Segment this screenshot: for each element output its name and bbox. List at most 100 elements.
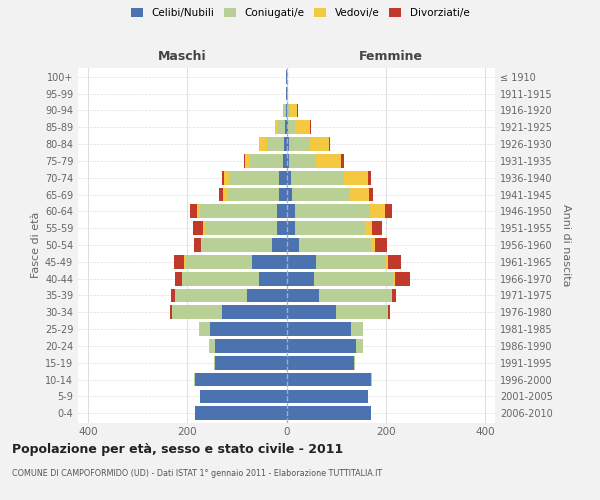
Bar	[219, 188, 223, 202]
Bar	[395, 272, 410, 285]
Bar	[316, 255, 386, 268]
Bar	[386, 255, 388, 268]
Bar	[287, 322, 351, 336]
Bar	[319, 288, 391, 302]
Bar	[200, 204, 277, 218]
Y-axis label: Fasce di età: Fasce di età	[31, 212, 41, 278]
Bar	[289, 154, 316, 168]
Bar	[252, 255, 287, 268]
Bar	[392, 288, 396, 302]
Bar	[224, 171, 229, 184]
Bar	[209, 322, 287, 336]
Bar	[329, 137, 330, 151]
Bar	[309, 137, 329, 151]
Bar	[245, 154, 250, 168]
Bar	[275, 120, 278, 134]
Bar	[194, 406, 287, 420]
Bar	[287, 104, 290, 118]
Bar	[247, 288, 287, 302]
Bar	[222, 171, 224, 184]
Bar	[391, 288, 392, 302]
Bar	[295, 120, 310, 134]
Bar	[194, 372, 287, 386]
Bar	[388, 255, 401, 268]
Bar	[287, 222, 295, 235]
Bar	[286, 104, 287, 118]
Bar	[295, 204, 370, 218]
Bar	[272, 238, 287, 252]
Bar	[287, 120, 288, 134]
Bar	[287, 154, 289, 168]
Bar	[287, 406, 371, 420]
Bar	[288, 120, 295, 134]
Bar	[175, 288, 247, 302]
Bar	[287, 339, 356, 353]
Bar	[174, 255, 184, 268]
Bar	[222, 306, 287, 319]
Bar	[244, 154, 245, 168]
Bar	[197, 204, 200, 218]
Bar	[200, 390, 287, 404]
Text: Femmine: Femmine	[359, 50, 423, 64]
Bar	[283, 154, 287, 168]
Text: Maschi: Maschi	[158, 50, 206, 64]
Bar	[175, 272, 182, 285]
Bar	[259, 137, 266, 151]
Bar	[279, 188, 287, 202]
Bar	[250, 154, 283, 168]
Bar	[287, 204, 295, 218]
Bar	[182, 272, 259, 285]
Bar	[350, 188, 370, 202]
Bar	[388, 306, 390, 319]
Bar	[295, 222, 365, 235]
Bar	[202, 238, 272, 252]
Bar	[283, 104, 286, 118]
Bar	[393, 272, 395, 285]
Bar	[278, 120, 285, 134]
Bar	[368, 171, 371, 184]
Bar	[289, 137, 309, 151]
Bar	[287, 390, 368, 404]
Bar	[277, 222, 287, 235]
Text: COMUNE DI CAMPOFORMIDO (UD) - Dati ISTAT 1° gennaio 2011 - Elaborazione TUTTITAL: COMUNE DI CAMPOFORMIDO (UD) - Dati ISTAT…	[12, 469, 382, 478]
Y-axis label: Anni di nascita: Anni di nascita	[561, 204, 571, 286]
Bar	[290, 104, 298, 118]
Bar	[371, 238, 375, 252]
Bar	[229, 171, 279, 184]
Bar	[205, 222, 277, 235]
Bar	[172, 306, 222, 319]
Bar	[215, 339, 287, 353]
Bar	[184, 255, 185, 268]
Bar	[341, 154, 344, 168]
Text: Popolazione per età, sesso e stato civile - 2011: Popolazione per età, sesso e stato civil…	[12, 442, 343, 456]
Bar	[201, 238, 202, 252]
Bar	[215, 356, 287, 370]
Bar	[285, 120, 287, 134]
Bar	[287, 288, 319, 302]
Bar	[287, 86, 288, 101]
Bar	[209, 339, 215, 353]
Bar	[287, 238, 299, 252]
Bar	[356, 339, 364, 353]
Bar	[277, 204, 287, 218]
Bar	[375, 238, 387, 252]
Bar	[287, 306, 336, 319]
Bar	[316, 154, 341, 168]
Bar	[370, 188, 373, 202]
Bar	[336, 306, 388, 319]
Bar	[292, 171, 344, 184]
Bar	[287, 137, 289, 151]
Bar	[314, 272, 393, 285]
Bar	[284, 137, 287, 151]
Bar	[353, 356, 355, 370]
Bar	[185, 255, 252, 268]
Bar	[287, 356, 353, 370]
Bar	[373, 222, 382, 235]
Bar	[279, 171, 287, 184]
Bar	[371, 372, 372, 386]
Bar	[287, 372, 371, 386]
Bar	[266, 137, 284, 151]
Bar	[287, 272, 314, 285]
Bar	[200, 322, 209, 336]
Bar	[194, 238, 201, 252]
